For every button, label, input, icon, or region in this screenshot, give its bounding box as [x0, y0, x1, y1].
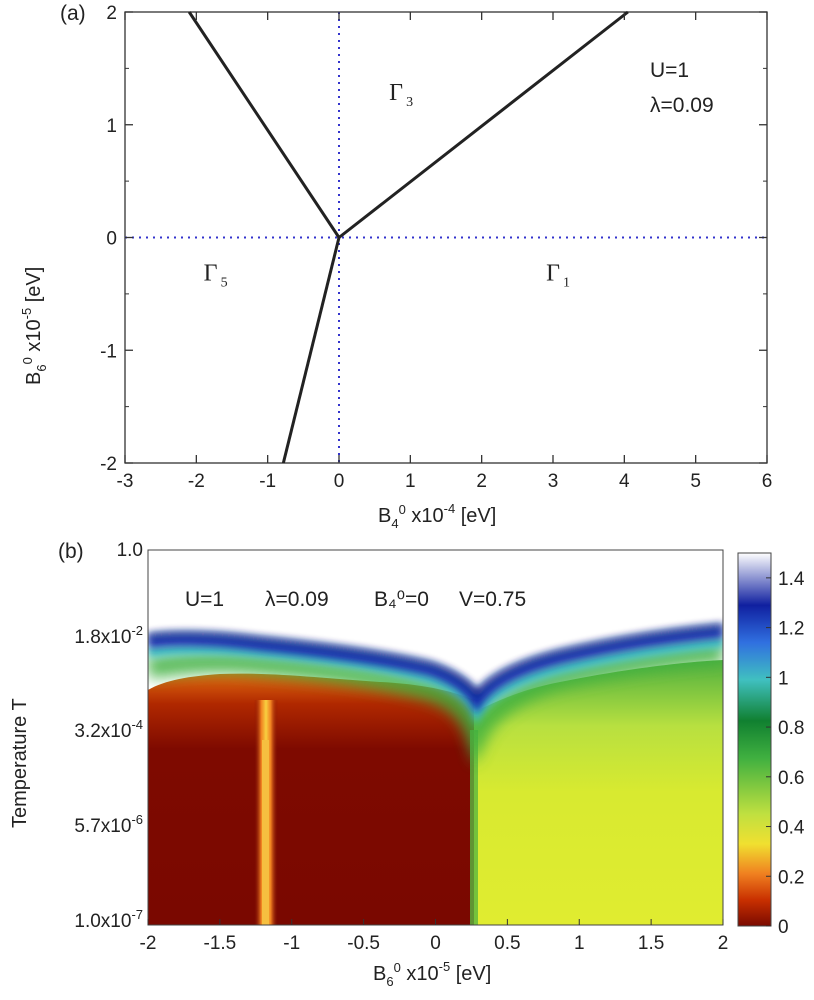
x-tick-label: 5 [690, 471, 701, 492]
panel-a-x-axis-label: B40 x10-4 [eV] [378, 501, 496, 531]
heatmap-step-edge [470, 730, 478, 925]
colorbar-tick-label: 0.6 [778, 768, 804, 789]
heatmap-blue-band [148, 626, 723, 714]
x-tick-label: 0 [334, 471, 345, 492]
heatmap-field [148, 550, 723, 925]
x-tick-label: -1 [283, 933, 300, 954]
annotation-lambda: λ=0.09 [650, 94, 714, 117]
panel-b-y-tick-label: 3.2x10-4 [74, 717, 143, 742]
x-tick-label: -1 [259, 471, 276, 492]
region-label-subscript: 5 [221, 275, 228, 290]
panel-b-y-tick-label: 1.0 [117, 540, 143, 561]
annotation-u: U=1 [650, 59, 689, 82]
x-tick-label: 1 [574, 933, 585, 954]
region-label-gamma-1: Γ [546, 260, 560, 286]
heatmap-low-left-region [148, 673, 474, 925]
region-label-gamma-5: Γ [204, 260, 218, 286]
panel-a-y-axis-label: B60 x10-5 [eV] [19, 267, 49, 385]
phase-boundary-line-2 [338, 10, 629, 239]
y-tick-label: -2 [100, 454, 117, 475]
annotation-v: V=0.75 [459, 588, 526, 611]
panel-a-region-labels: Γ 3Γ 5 Γ 1 [204, 80, 570, 290]
annotation-lambda: λ=0.09 [265, 588, 329, 611]
panel-a-x-ticks: -3 -2 -1 0 1 2 3 4 5 6 [117, 12, 773, 492]
colorbar-tick-label: 0.2 [778, 867, 804, 888]
phase-boundary-line-3 [281, 237, 341, 464]
x-tick-label: -3 [117, 471, 134, 492]
heatmap-cyan-band [148, 636, 723, 725]
heatmap-green-band [148, 641, 723, 766]
panel-a-y-ticks: -2 -1 0 1 2 [100, 3, 767, 475]
region-label-subscript: 3 [406, 95, 413, 110]
x-tick-label: 4 [619, 471, 630, 492]
phase-boundary-line-1 [187, 11, 341, 239]
heatmap-boundary-line [148, 623, 723, 699]
panel-b: (b) -2 -1.5 -1 -0.5 0 0.5 1 1.5 2 1.0 1.8x10-2 3… [9, 540, 805, 989]
colorbar [737, 552, 772, 927]
heatmap-dip-core [262, 740, 269, 925]
panel-b-y-tick-label: 1.8x10-2 [74, 623, 143, 648]
x-tick-label: 1 [405, 471, 416, 492]
annotation-b40: B₄⁰=0 [374, 588, 429, 611]
x-tick-label: 0.5 [494, 933, 520, 954]
region-label-gamma-3: Γ [389, 80, 403, 106]
panel-a-boundary-lines [187, 10, 629, 464]
x-tick-label: 6 [762, 471, 773, 492]
heatmap-low-right-region [474, 660, 723, 925]
x-tick-label: 1.5 [638, 933, 664, 954]
panel-b-y-tick-label: 1.0x10-7 [74, 907, 143, 932]
x-tick-label: -0.5 [347, 933, 380, 954]
x-tick-label: -2 [140, 933, 157, 954]
x-tick-label: 0 [430, 933, 441, 954]
panel-b-label: (b) [58, 540, 84, 563]
panel-b-x-axis-label: B60 x10-5 [eV] [373, 959, 491, 989]
annotation-u: U=1 [185, 588, 224, 611]
colorbar-ticks: 0 0.2 0.4 0.6 0.8 1 1.2 1.4 [766, 569, 805, 938]
panel-a-label: (a) [60, 2, 86, 25]
y-tick-label: -1 [100, 341, 117, 362]
x-tick-label: -1.5 [204, 933, 237, 954]
colorbar-tick-label: 0.4 [778, 818, 805, 839]
y-tick-label: 1 [106, 116, 117, 137]
x-tick-label: -2 [188, 471, 205, 492]
panel-b-y-tick-label: 5.7x10-6 [74, 812, 143, 837]
panel-b-x-ticks: -2 -1.5 -1 -0.5 0 0.5 1 1.5 2 [140, 919, 729, 954]
panel-b-y-axis-label: Temperature T [9, 698, 31, 828]
y-tick-label: 0 [106, 229, 117, 250]
colorbar-tick-label: 0 [778, 917, 789, 938]
colorbar-tick-label: 1 [778, 668, 789, 689]
x-tick-label: 3 [548, 471, 559, 492]
colorbar-tick-label: 1.4 [778, 569, 805, 590]
x-tick-label: 2 [718, 933, 729, 954]
y-tick-label: 2 [106, 3, 117, 24]
colorbar-tick-label: 1.2 [778, 619, 804, 640]
colorbar-tick-label: 0.8 [778, 718, 804, 739]
region-label-subscript: 1 [563, 275, 570, 290]
x-tick-label: 2 [476, 471, 487, 492]
